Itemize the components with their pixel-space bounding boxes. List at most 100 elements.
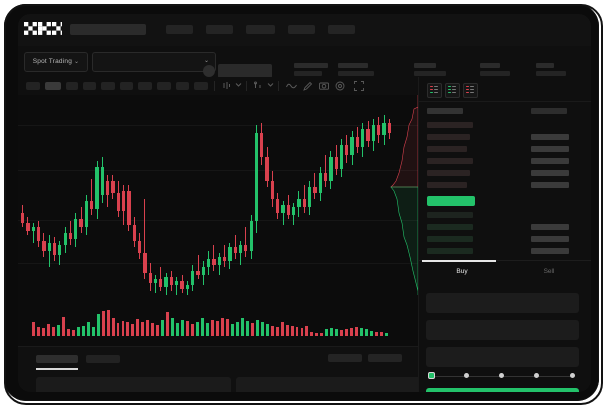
timeframe-chip-5[interactable] — [120, 82, 133, 90]
chart-toolbar — [18, 77, 418, 96]
bottom-tab-open-orders[interactable] — [36, 355, 78, 363]
timeframe-chip-2[interactable] — [66, 82, 78, 90]
app-header — [18, 14, 591, 46]
candle — [84, 95, 89, 295]
order-price-field[interactable] — [426, 293, 579, 313]
order-total-field[interactable] — [426, 347, 579, 367]
candle — [121, 95, 126, 295]
volume-bar — [41, 328, 45, 336]
orderbook-ask-row[interactable] — [427, 122, 473, 128]
slider-node-0[interactable] — [428, 372, 435, 379]
orderbook-ask-row[interactable] — [427, 146, 467, 152]
slider-node-25[interactable] — [464, 373, 469, 378]
ticker-stat-2 — [338, 63, 374, 76]
timeframe-chip-9[interactable] — [194, 82, 208, 90]
orderbook-bid-row[interactable] — [427, 224, 473, 230]
orderbook-bid-row[interactable] — [427, 212, 473, 218]
timeframe-chip-3[interactable] — [83, 82, 96, 90]
spot-trading-dropdown[interactable]: Spot Trading ⌄ — [24, 52, 88, 72]
orderbook-ask-row[interactable] — [427, 158, 473, 164]
volume-bar — [235, 322, 239, 336]
candle — [238, 95, 243, 295]
volume-bar — [66, 329, 70, 336]
chevron-down-icon[interactable] — [235, 81, 242, 88]
bottom-panel — [18, 346, 432, 392]
volume-bar — [295, 327, 299, 336]
price-chart[interactable] — [18, 95, 418, 295]
order-amount-slider[interactable] — [428, 372, 578, 380]
orderbook-ask-row[interactable] — [427, 170, 470, 176]
chart-type-icon[interactable] — [222, 81, 231, 90]
camera-snapshot-icon[interactable] — [319, 81, 329, 90]
volume-bar — [121, 321, 125, 336]
volume-bar — [310, 332, 314, 336]
bottom-row-left[interactable] — [36, 377, 231, 392]
candle — [217, 95, 221, 295]
timeframe-chip-7[interactable] — [157, 82, 171, 90]
volume-bar — [131, 324, 135, 336]
indicators-icon[interactable] — [254, 81, 263, 90]
orderbook-view-asks-icon[interactable] — [463, 83, 478, 98]
candle — [159, 95, 163, 295]
candle — [297, 95, 301, 295]
candle — [201, 95, 205, 295]
volume-bar — [106, 310, 110, 336]
volume-bar — [136, 319, 140, 336]
nav-item-3[interactable] — [246, 25, 275, 34]
orderbook-view-bids-icon[interactable] — [445, 83, 460, 98]
okx-logo-icon[interactable] — [24, 22, 62, 36]
volume-bar — [51, 327, 55, 336]
orderbook-bid-row[interactable] — [427, 236, 473, 242]
submit-buy-button[interactable] — [426, 388, 579, 392]
timeframe-chip-6[interactable] — [138, 82, 152, 90]
bottom-tab-order-history[interactable] — [86, 355, 120, 363]
slider-node-50[interactable] — [499, 373, 504, 378]
orderbook-bid-row[interactable] — [427, 248, 473, 254]
ticker-stat-4 — [480, 63, 510, 76]
tab-buy[interactable]: Buy — [456, 268, 468, 275]
volume-bar — [141, 322, 145, 336]
wave-line-icon[interactable] — [286, 81, 297, 90]
fullscreen-icon[interactable] — [354, 81, 364, 91]
settings-gear-icon[interactable] — [335, 81, 345, 91]
volume-bar — [36, 327, 40, 336]
candle — [313, 95, 317, 295]
volume-bar — [280, 322, 284, 336]
timeframe-chip-0[interactable] — [26, 82, 40, 90]
pair-select[interactable]: ⌄ — [92, 52, 216, 72]
volume-bar — [211, 320, 214, 336]
timeframe-chip-8[interactable] — [176, 82, 189, 90]
timeframe-chip-4[interactable] — [101, 82, 115, 90]
candle — [350, 95, 354, 295]
volume-bar — [32, 322, 35, 336]
orderbook-view-both-icon[interactable] — [427, 83, 442, 98]
nav-item-1[interactable] — [166, 25, 193, 34]
orderbook-header-divider — [419, 101, 591, 102]
candle — [175, 95, 179, 295]
bottom-row-right[interactable] — [236, 377, 432, 392]
bottom-action-1[interactable] — [328, 354, 362, 362]
nav-item-4[interactable] — [288, 25, 315, 34]
orderbook-ask-row[interactable] — [427, 134, 470, 140]
order-amount-field[interactable] — [426, 320, 579, 340]
orderbook-ask-row[interactable] — [427, 182, 467, 188]
bottom-action-2[interactable] — [368, 354, 402, 362]
tab-sell[interactable]: Sell — [543, 268, 555, 275]
candle — [371, 95, 376, 295]
pencil-draw-icon[interactable] — [303, 81, 313, 91]
nav-item-2[interactable] — [206, 25, 233, 34]
volume-bar — [345, 329, 349, 336]
candle — [318, 95, 322, 295]
slider-node-75[interactable] — [534, 373, 539, 378]
slider-node-100[interactable] — [570, 373, 575, 378]
chevron-down-icon[interactable] — [267, 81, 274, 88]
nav-item-5[interactable] — [328, 25, 355, 34]
candle — [207, 95, 211, 295]
timeframe-chip-1[interactable] — [45, 82, 61, 90]
candle — [169, 95, 174, 295]
candle — [95, 95, 99, 295]
candle — [74, 95, 78, 295]
volume-bar — [151, 323, 155, 336]
header-search-input[interactable] — [70, 24, 146, 35]
volume-bar — [201, 318, 205, 336]
